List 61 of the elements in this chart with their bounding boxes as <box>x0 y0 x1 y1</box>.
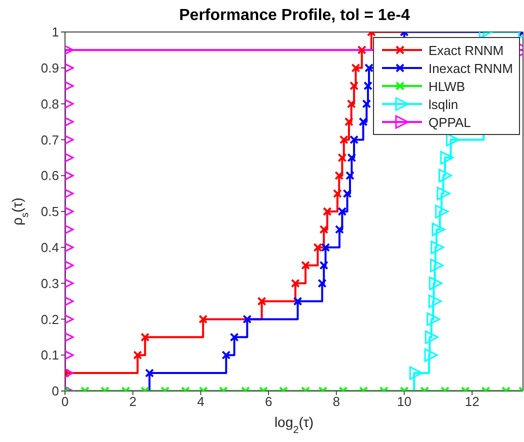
x-tick-label: 12 <box>464 394 480 410</box>
x-tick-label: 2 <box>129 394 136 410</box>
point <box>344 117 354 126</box>
legend-label: Exact RNNM <box>428 42 504 58</box>
point <box>230 332 239 342</box>
point <box>301 260 310 270</box>
point <box>358 117 368 126</box>
point <box>319 260 328 270</box>
point <box>322 207 332 216</box>
chart-title: Performance Profile, tol = 1e-4 <box>179 7 410 24</box>
point <box>350 81 359 90</box>
point <box>257 296 266 306</box>
legend-label: Inexact RNNM <box>428 60 513 76</box>
x-tick-label: 4 <box>197 394 204 410</box>
point <box>362 99 372 108</box>
y-tick-label: 0.2 <box>40 312 59 327</box>
point <box>319 224 328 234</box>
point <box>318 278 327 288</box>
y-tick-label: 0.4 <box>40 240 59 256</box>
point <box>290 278 300 288</box>
y-tick-label: 0.7 <box>40 132 59 148</box>
x-tick-label: 6 <box>264 394 272 410</box>
y-tick-label: 0.5 <box>40 204 59 220</box>
legend-label: HLWB <box>428 78 466 94</box>
point <box>338 153 347 162</box>
point <box>347 153 356 162</box>
legend-label: QPPAL <box>428 114 471 130</box>
point <box>198 314 208 324</box>
point <box>364 63 374 72</box>
legend-label: lsqlin <box>428 96 458 112</box>
point <box>339 135 348 144</box>
x-axis-title: log$_{2}$(τ) <box>274 414 314 436</box>
point <box>313 242 322 252</box>
point <box>222 350 231 360</box>
point <box>351 63 360 72</box>
point <box>363 81 372 90</box>
point <box>357 45 366 54</box>
point <box>321 242 330 252</box>
point <box>140 332 150 342</box>
point <box>133 350 142 360</box>
point <box>338 207 347 216</box>
y-tick-label: 0.9 <box>40 60 59 76</box>
point <box>293 296 302 306</box>
point <box>350 135 359 144</box>
point <box>334 224 344 234</box>
point <box>345 171 354 180</box>
point <box>242 314 252 324</box>
x-tick-label: 8 <box>332 394 340 410</box>
x-tick-label: 0 <box>61 394 69 410</box>
y-tick-label: 0 <box>52 384 59 399</box>
y-tick-label: 1 <box>52 24 59 40</box>
point <box>334 171 344 180</box>
point <box>342 189 352 198</box>
y-tick-label: 0.1 <box>40 348 59 363</box>
point <box>346 99 356 108</box>
x-tick-label: 10 <box>397 394 412 410</box>
y-tick-label: 0.6 <box>40 168 59 184</box>
y-tick-label: 0.3 <box>40 276 59 291</box>
y-tick-label: 0.8 <box>40 96 59 112</box>
point <box>332 189 342 198</box>
point <box>144 368 154 378</box>
